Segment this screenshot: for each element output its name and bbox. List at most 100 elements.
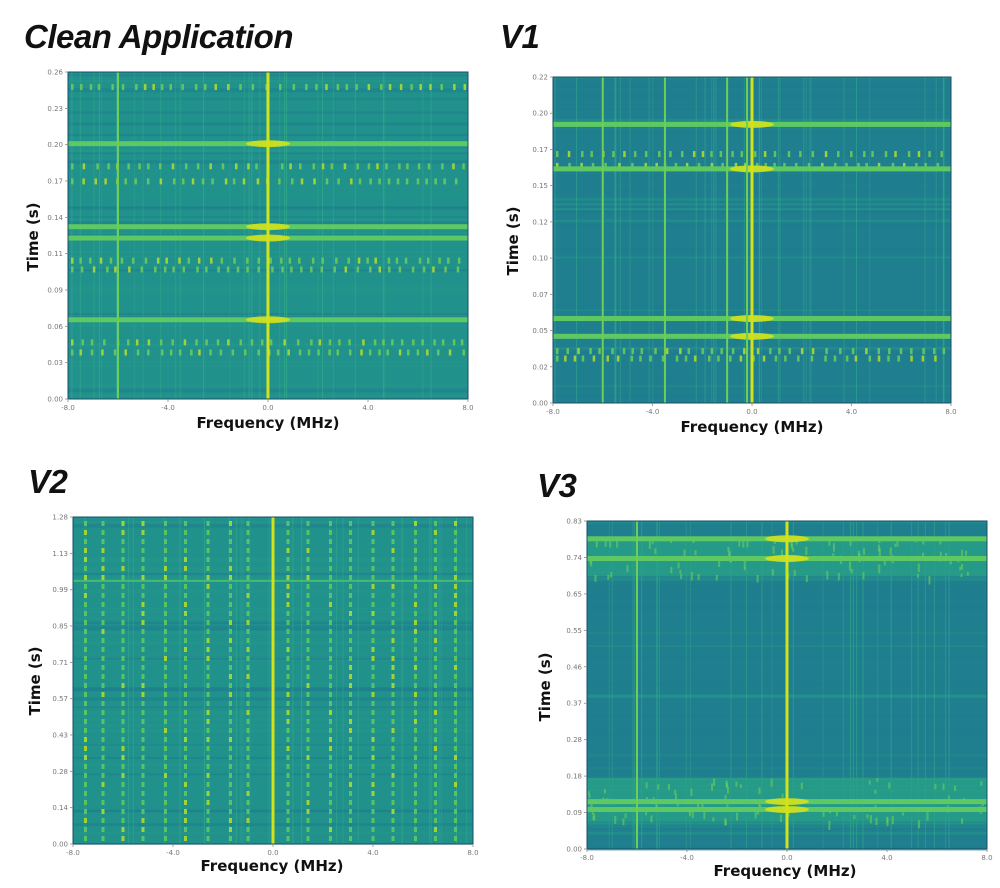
dash-mark — [233, 257, 236, 264]
dash-mark — [227, 84, 230, 91]
faint-vertical-line — [292, 517, 294, 844]
dot-mark — [434, 818, 437, 823]
dash-mark — [271, 266, 274, 273]
dot-mark — [164, 737, 167, 742]
dot-mark — [349, 548, 352, 553]
dash-mark — [146, 178, 150, 185]
y-tick-label: 0.02 — [532, 363, 548, 371]
dash-mark — [321, 163, 325, 170]
faint-vertical-line — [414, 517, 416, 844]
dash-mark — [350, 178, 353, 185]
dot-mark — [329, 584, 332, 589]
dash-mark — [89, 257, 92, 264]
dash-mark — [132, 257, 135, 264]
dash-mark — [398, 266, 402, 273]
dot-mark — [306, 728, 310, 733]
dot-mark — [229, 593, 232, 598]
dash-mark — [97, 84, 101, 91]
dash-mark — [348, 349, 352, 356]
signal-burst — [891, 816, 894, 825]
y-tick-label: 1.28 — [52, 514, 68, 522]
dot-mark — [141, 800, 145, 805]
y-tick-label: 0.20 — [47, 141, 63, 149]
dot-mark — [164, 800, 167, 805]
dot-mark — [246, 800, 250, 805]
dot-mark — [184, 611, 187, 616]
dash-mark — [101, 349, 104, 356]
dot-mark — [454, 683, 457, 688]
dot-mark — [286, 764, 290, 769]
signal-burst — [800, 782, 803, 790]
dot-mark — [329, 521, 332, 526]
dash-mark — [312, 163, 316, 170]
signal-burst — [878, 548, 881, 558]
dash-mark — [865, 348, 868, 355]
dash-mark — [421, 339, 424, 346]
dot-mark — [246, 656, 250, 661]
dash-mark — [928, 151, 931, 158]
dot-mark — [246, 755, 250, 760]
signal-burst — [868, 780, 871, 785]
dash-mark — [290, 266, 293, 273]
dash-mark — [894, 151, 897, 158]
dot-mark — [229, 710, 232, 715]
dot-mark — [246, 683, 250, 688]
dot-mark — [434, 746, 437, 751]
dash-mark — [910, 355, 913, 362]
dot-mark — [349, 521, 352, 526]
panel-title-v2: V2 — [28, 463, 68, 500]
signal-burst — [624, 813, 627, 819]
dot-mark — [391, 701, 395, 706]
dash-mark — [160, 349, 164, 356]
dash-mark — [318, 339, 322, 346]
dot-mark — [229, 782, 232, 787]
dot-mark — [414, 701, 417, 706]
dot-mark — [286, 701, 290, 706]
dash-mark — [418, 257, 422, 264]
dash-mark — [96, 163, 99, 170]
dot-mark — [329, 827, 332, 832]
dash-mark — [217, 266, 220, 273]
dash-mark — [441, 163, 444, 170]
dot-mark — [349, 530, 352, 535]
dot-mark — [101, 827, 105, 832]
dash-mark — [82, 163, 86, 170]
vertical-signal-line — [601, 77, 604, 403]
dot-mark — [184, 836, 187, 841]
dash-mark — [335, 257, 338, 264]
dot-mark — [84, 521, 87, 526]
dot-mark — [329, 818, 332, 823]
dash-mark — [443, 178, 446, 185]
dot-mark — [371, 737, 375, 742]
dot-mark — [164, 827, 167, 832]
faint-vertical-line — [689, 521, 691, 849]
dot-mark — [229, 602, 232, 607]
dot-mark — [141, 647, 145, 652]
faint-vertical-line — [235, 517, 237, 844]
dot-mark — [306, 755, 310, 760]
signal-burst — [711, 783, 714, 791]
dot-mark — [121, 746, 125, 751]
dot-mark — [286, 548, 290, 553]
dot-mark — [349, 647, 352, 652]
dot-mark — [206, 719, 210, 724]
faint-vertical-line — [648, 77, 650, 403]
signal-burst — [966, 572, 969, 576]
dot-mark — [84, 566, 87, 571]
dot-mark — [246, 629, 250, 634]
faint-vertical-line — [229, 72, 231, 399]
dot-mark — [164, 665, 167, 670]
dot-mark — [371, 827, 375, 832]
dot-mark — [454, 584, 457, 589]
dot-mark — [206, 584, 210, 589]
dash-mark — [899, 348, 903, 355]
y-tick-label: 1.13 — [52, 550, 68, 558]
faint-vertical-line — [924, 521, 926, 849]
dash-mark — [159, 178, 163, 185]
dot-mark — [121, 710, 125, 715]
dash-mark — [693, 355, 697, 362]
dot-mark — [454, 827, 457, 832]
dot-mark — [164, 575, 167, 580]
dot-mark — [286, 836, 290, 841]
faint-vertical-line — [336, 517, 338, 844]
